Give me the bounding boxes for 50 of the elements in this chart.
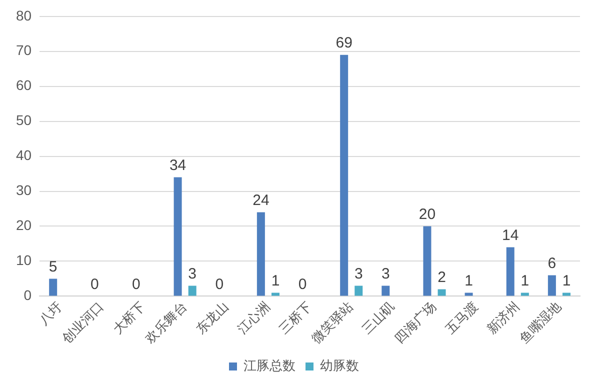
bar: [464, 292, 473, 296]
y-tick-label: 80: [16, 7, 32, 24]
data-label: 24: [252, 192, 270, 209]
data-label: 69: [336, 34, 352, 52]
data-label: 2: [438, 268, 446, 286]
bar: [174, 177, 182, 296]
bar: [382, 286, 390, 296]
x-tick-label: 欢乐舞台: [142, 299, 190, 347]
y-tick-label: 20: [16, 217, 32, 234]
data-label: 3: [188, 265, 197, 282]
bar: [423, 226, 432, 296]
data-label: 20: [418, 206, 436, 223]
bar: [438, 289, 446, 296]
bar: [271, 292, 280, 296]
data-label: 5: [48, 258, 58, 276]
x-tick-label: 五马渡: [443, 299, 482, 338]
y-tick-label: 10: [16, 252, 32, 268]
bar: [188, 286, 196, 296]
y-tick-label: 60: [16, 77, 32, 94]
bar: [548, 275, 556, 296]
bar: [562, 292, 570, 296]
data-label: 3: [354, 265, 363, 282]
data-label: 0: [215, 276, 224, 293]
data-label: 14: [502, 226, 519, 244]
data-label: 1: [562, 272, 571, 290]
bar: [520, 292, 529, 296]
x-tick-label: 微笑驿站: [309, 299, 357, 347]
bar: [506, 247, 514, 296]
data-label: 34: [169, 156, 186, 174]
bar: [340, 54, 348, 296]
data-label: 1: [520, 272, 530, 290]
data-label: 0: [90, 276, 99, 293]
data-label: 0: [132, 276, 140, 293]
data-label: 3: [381, 265, 390, 282]
y-tick-label: 40: [16, 147, 32, 164]
legend-label: 江豚总数: [244, 358, 296, 374]
y-tick-label: 0: [24, 287, 32, 304]
data-label: 0: [298, 276, 307, 293]
y-tick-label: 70: [16, 42, 32, 58]
data-label: 1: [271, 272, 280, 290]
y-tick-label: 50: [16, 112, 32, 128]
data-label: 6: [548, 254, 556, 272]
legend-label: 幼豚数: [320, 358, 359, 374]
bar: [256, 212, 265, 296]
y-tick-label: 30: [16, 182, 32, 198]
x-tick-label: 东龙山: [194, 299, 232, 338]
data-label: 1: [464, 272, 473, 290]
x-tick-label: 江心洲: [234, 298, 274, 338]
bar: [354, 286, 363, 296]
bar: [49, 278, 58, 296]
